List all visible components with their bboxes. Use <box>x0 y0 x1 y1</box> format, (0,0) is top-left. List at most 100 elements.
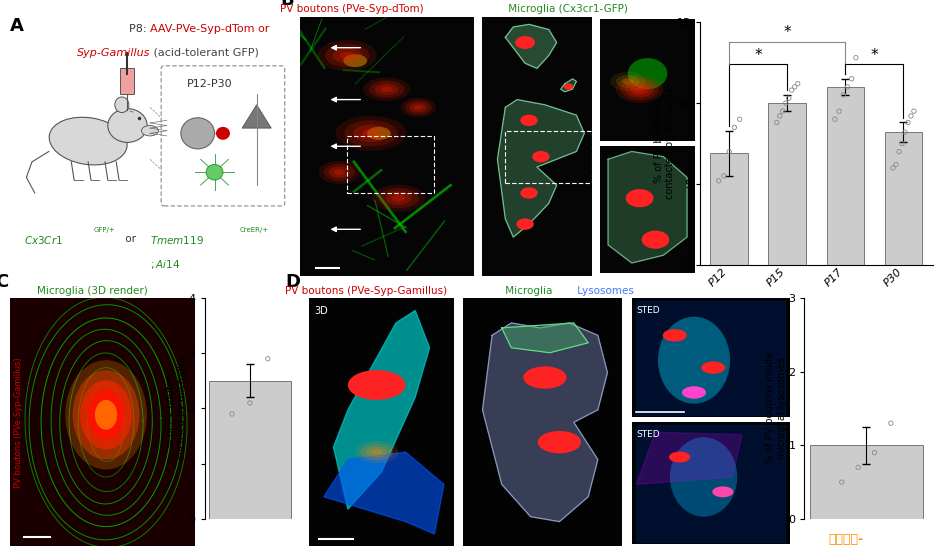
Point <box>827 115 843 124</box>
Y-axis label: % of PV boutons
encased by microglia: % of PV boutons encased by microglia <box>166 357 188 460</box>
Text: *: * <box>783 25 791 40</box>
FancyBboxPatch shape <box>161 66 285 206</box>
Point <box>836 91 851 99</box>
Ellipse shape <box>622 78 634 84</box>
Ellipse shape <box>334 169 345 175</box>
Text: B: B <box>280 0 294 9</box>
Bar <box>710 153 748 265</box>
Text: *: * <box>871 47 879 62</box>
Point <box>769 118 784 127</box>
Circle shape <box>95 400 117 429</box>
Bar <box>768 103 806 265</box>
Polygon shape <box>483 323 607 522</box>
Point <box>787 82 803 91</box>
Ellipse shape <box>115 97 129 113</box>
Circle shape <box>65 360 147 469</box>
Ellipse shape <box>332 47 362 63</box>
Bar <box>482 17 592 276</box>
Ellipse shape <box>353 125 388 142</box>
Point <box>883 419 899 428</box>
Polygon shape <box>502 323 588 353</box>
Circle shape <box>216 127 230 140</box>
Circle shape <box>642 231 669 249</box>
Text: Microglia (Cx3cr1-GFP): Microglia (Cx3cr1-GFP) <box>506 3 628 14</box>
Ellipse shape <box>381 86 393 92</box>
Circle shape <box>80 380 132 449</box>
Ellipse shape <box>379 188 419 209</box>
Point <box>867 448 883 457</box>
Ellipse shape <box>625 81 654 97</box>
Ellipse shape <box>319 161 360 184</box>
Ellipse shape <box>367 127 390 140</box>
Point <box>834 477 849 486</box>
Ellipse shape <box>142 125 158 136</box>
Ellipse shape <box>335 116 407 151</box>
Ellipse shape <box>621 78 659 100</box>
Polygon shape <box>636 432 743 485</box>
Ellipse shape <box>366 447 387 458</box>
Ellipse shape <box>405 100 432 115</box>
Text: A: A <box>10 17 24 35</box>
FancyBboxPatch shape <box>121 68 134 94</box>
Polygon shape <box>608 151 687 263</box>
Circle shape <box>702 362 725 374</box>
Bar <box>208 381 291 519</box>
Ellipse shape <box>630 84 649 94</box>
Bar <box>884 132 922 265</box>
Ellipse shape <box>318 40 377 71</box>
Text: D: D <box>286 273 301 291</box>
Point <box>885 163 901 172</box>
Bar <box>300 17 474 276</box>
Y-axis label: % of PV boutons
contacted by microglia: % of PV boutons contacted by microglia <box>654 88 675 199</box>
Ellipse shape <box>375 83 399 95</box>
Text: Lysosomes: Lysosomes <box>574 286 634 296</box>
Point <box>901 118 916 127</box>
Polygon shape <box>636 425 785 542</box>
Text: 河南龙网-: 河南龙网- <box>828 533 863 546</box>
Point <box>772 112 787 120</box>
Text: P12-P30: P12-P30 <box>187 79 232 89</box>
Polygon shape <box>333 310 429 509</box>
Bar <box>347 136 434 193</box>
Text: STED: STED <box>636 305 660 315</box>
Ellipse shape <box>363 77 410 101</box>
Point <box>778 99 793 108</box>
Circle shape <box>564 83 573 90</box>
Text: $\it{;Ai14}$: $\it{;Ai14}$ <box>150 258 180 271</box>
Ellipse shape <box>345 120 398 146</box>
Point <box>782 94 797 103</box>
Text: PV boutons (PVe-Syp-dTom): PV boutons (PVe-Syp-dTom) <box>280 3 424 14</box>
Ellipse shape <box>616 75 640 88</box>
Text: GFP/+: GFP/+ <box>93 227 115 233</box>
Ellipse shape <box>670 437 737 517</box>
Ellipse shape <box>371 449 382 455</box>
Ellipse shape <box>50 117 128 165</box>
Text: *: * <box>754 47 762 62</box>
Circle shape <box>524 367 566 389</box>
Bar <box>600 19 695 141</box>
Text: STED: STED <box>636 429 660 439</box>
Point <box>894 139 909 148</box>
Circle shape <box>625 189 653 207</box>
Circle shape <box>538 431 581 453</box>
Ellipse shape <box>108 109 148 142</box>
Ellipse shape <box>344 54 367 67</box>
Text: Syp-Gamillus: Syp-Gamillus <box>76 47 150 58</box>
Text: PV boutons (PVe-Syp-Gamillus): PV boutons (PVe-Syp-Gamillus) <box>14 357 23 487</box>
Ellipse shape <box>329 166 349 178</box>
Circle shape <box>207 164 223 180</box>
Ellipse shape <box>658 317 730 404</box>
Ellipse shape <box>401 98 436 117</box>
Ellipse shape <box>627 58 667 89</box>
Ellipse shape <box>610 72 645 91</box>
Ellipse shape <box>392 195 406 201</box>
Point <box>903 112 919 120</box>
Polygon shape <box>506 24 557 68</box>
Bar <box>309 298 454 546</box>
Point <box>260 354 275 363</box>
Point <box>891 147 906 156</box>
Bar <box>464 298 622 546</box>
Point <box>242 399 257 407</box>
Point <box>906 107 922 115</box>
Ellipse shape <box>616 76 664 103</box>
